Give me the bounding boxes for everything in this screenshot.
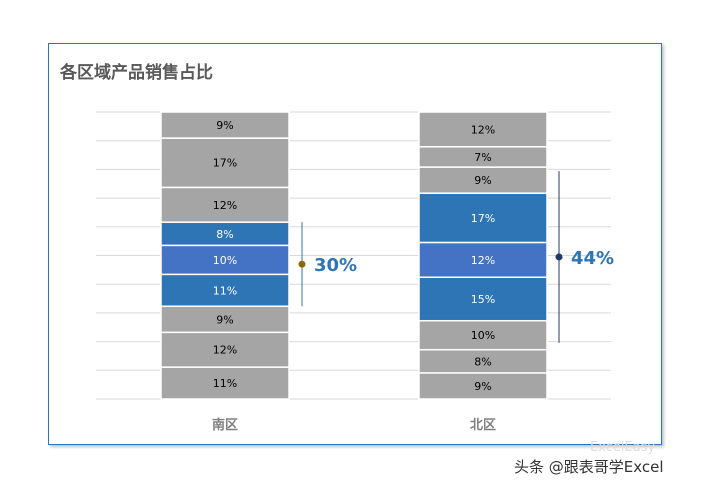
data-label: 11% bbox=[213, 377, 237, 390]
bar-segment bbox=[160, 111, 290, 139]
bracket-dot bbox=[298, 260, 306, 268]
bar-segment bbox=[418, 241, 548, 278]
data-label: 15% bbox=[471, 293, 495, 306]
data-label: 8% bbox=[474, 355, 491, 368]
highlight-total-label: 44% bbox=[571, 248, 614, 269]
data-label: 9% bbox=[216, 119, 233, 132]
bar-segment bbox=[160, 366, 290, 400]
data-label: 17% bbox=[213, 157, 237, 170]
data-label: 9% bbox=[474, 174, 491, 187]
data-label: 17% bbox=[471, 212, 495, 225]
data-label: 8% bbox=[216, 228, 233, 241]
data-label: 12% bbox=[471, 123, 495, 136]
chart-title: 各区域产品销售占比 bbox=[60, 63, 213, 83]
category-label-south: 南区 bbox=[211, 418, 238, 433]
data-label: 10% bbox=[471, 329, 495, 342]
data-label: 12% bbox=[213, 199, 237, 212]
bar-segment bbox=[160, 186, 290, 223]
bar-segment bbox=[418, 372, 548, 400]
highlight-total-label: 30% bbox=[314, 255, 357, 276]
watermark-text: 头条 @跟表哥学Excel bbox=[514, 458, 664, 476]
data-label: 12% bbox=[471, 254, 495, 267]
bar-segment bbox=[418, 319, 548, 351]
data-label: 9% bbox=[216, 313, 233, 326]
watermark-logo-text: ExcelEasy bbox=[590, 440, 656, 455]
category-label-north: 北区 bbox=[469, 418, 496, 433]
bar-segment bbox=[160, 331, 290, 368]
bar-segment bbox=[160, 273, 290, 307]
bar-segment bbox=[418, 111, 548, 148]
data-label: 9% bbox=[474, 380, 491, 393]
bar-segment bbox=[160, 244, 290, 276]
data-label: 11% bbox=[213, 284, 237, 297]
bar-segment bbox=[160, 137, 290, 189]
data-label: 7% bbox=[474, 151, 491, 164]
bracket-dot bbox=[555, 253, 563, 261]
chart-frame bbox=[48, 43, 662, 445]
bar-segment bbox=[418, 192, 548, 244]
data-label: 12% bbox=[213, 344, 237, 357]
data-label: 10% bbox=[213, 254, 237, 267]
